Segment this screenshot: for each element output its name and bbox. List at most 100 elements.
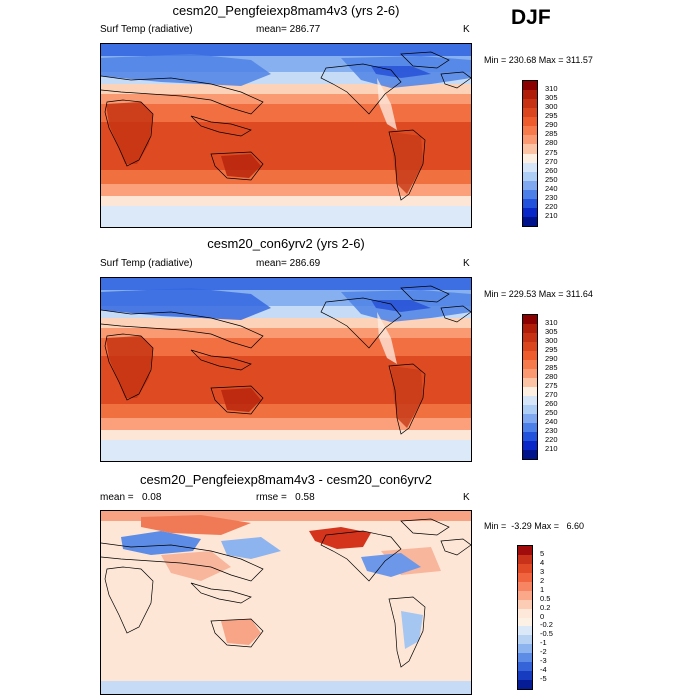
colorbar-tick-label: 240	[545, 183, 558, 193]
colorbar-segment	[523, 90, 537, 100]
colorbar-segment	[518, 662, 532, 672]
colorbar-tick-label: -0.2	[540, 620, 553, 630]
colorbar-tick-label: 210	[545, 444, 558, 453]
colorbar-segment	[523, 360, 537, 369]
colorbar-segment	[523, 126, 537, 136]
colorbar-tick-label: 0.2	[540, 602, 551, 612]
panel-2-colorbar-ticks: 310 305 300 295 290 285 280 275 270 260 250 240 230 2…	[545, 314, 585, 460]
panel-1-mean-label: mean= 286.77	[256, 24, 321, 35]
panel-1-colorbar	[522, 80, 538, 227]
colorbar-segment	[523, 324, 537, 333]
colorbar-segment	[523, 99, 537, 109]
colorbar-segment	[523, 198, 537, 208]
colorbar-tick-label: 250	[545, 174, 558, 184]
panel-1-variable-label: Surf Temp (radiative)	[100, 24, 193, 35]
colorbar-segment	[518, 626, 532, 636]
panel-1-minmax: Min = 230.68 Max = 311.57	[484, 55, 593, 65]
colorbar-tick-label: 280	[545, 372, 558, 381]
colorbar-segment	[523, 423, 537, 432]
colorbar-segment	[518, 599, 532, 609]
panel-2-minmax: Min = 229.53 Max = 311.64	[484, 289, 593, 299]
colorbar-segment	[518, 635, 532, 645]
colorbar-segment	[523, 108, 537, 118]
colorbar-tick-label: 275	[545, 381, 558, 390]
colorbar-segment	[518, 572, 532, 582]
colorbar-segment	[518, 546, 532, 555]
colorbar-segment	[523, 117, 537, 127]
season-label: DJF	[511, 6, 551, 29]
panel-3-title: cesm20_Pengfeiexp8mam4v3 - cesm20_con6yr…	[140, 472, 432, 487]
colorbar-segment	[518, 671, 532, 681]
colorbar-tick-label: 0	[540, 611, 545, 621]
panel-3-units-label: K	[463, 492, 470, 503]
colorbar-segment	[518, 680, 532, 689]
colorbar-tick-label: 310	[545, 318, 558, 327]
colorbar-tick-label: 230	[545, 192, 558, 202]
colorbar-segment	[523, 378, 537, 387]
colorbar-tick-label: 270	[545, 156, 558, 166]
panel-1-colorbar-ticks: 310 305 300 295 290 285 280 275 270 260 250 240 230 2…	[545, 80, 585, 227]
panel-2-title: cesm20_con6yrv2 (yrs 2-6)	[207, 236, 365, 251]
colorbar-segment	[518, 653, 532, 663]
colorbar-tick-label: -0.5	[540, 629, 553, 639]
colorbar-tick-label: 230	[545, 426, 558, 435]
colorbar-tick-label: 260	[545, 165, 558, 175]
colorbar-tick-label: 300	[545, 336, 558, 345]
colorbar-tick-label: 295	[545, 345, 558, 354]
colorbar-segment	[523, 162, 537, 172]
colorbar-tick-label: 270	[545, 390, 558, 399]
colorbar-tick-label: 285	[545, 363, 558, 372]
panel-1-map	[100, 43, 472, 228]
colorbar-tick-label: -2	[540, 647, 547, 657]
colorbar-segment	[518, 554, 532, 564]
colorbar-tick-label: 240	[545, 417, 558, 426]
colorbar-tick-label: 290	[545, 120, 558, 130]
colorbar-tick-label: 220	[545, 435, 558, 444]
colorbar-segment	[523, 153, 537, 163]
colorbar-segment	[523, 180, 537, 190]
panel-2-units-label: K	[463, 258, 470, 269]
colorbar-segment	[523, 333, 537, 342]
colorbar-segment	[523, 405, 537, 414]
panel-3-minmax: Min = -3.29 Max = 6.60	[484, 521, 585, 531]
panel-3-mean-label: mean = 0.08	[100, 492, 162, 503]
colorbar-segment	[523, 171, 537, 181]
colorbar-segment	[523, 396, 537, 405]
colorbar-segment	[523, 351, 537, 360]
colorbar-tick-label: 2	[540, 575, 545, 585]
colorbar-tick-label: -4	[540, 665, 547, 675]
colorbar-tick-label: 5	[540, 548, 545, 558]
colorbar-tick-label: 275	[545, 147, 558, 157]
colorbar-tick-label: 280	[545, 138, 558, 148]
colorbar-segment	[523, 441, 537, 450]
colorbar-tick-label: 210	[545, 210, 558, 220]
colorbar-tick-label: -3	[540, 656, 547, 666]
colorbar-segment	[523, 369, 537, 378]
colorbar-segment	[523, 342, 537, 351]
colorbar-tick-label: 285	[545, 129, 558, 139]
colorbar-segment	[518, 608, 532, 618]
colorbar-tick-label: 4	[540, 557, 545, 567]
colorbar-tick-label: -5	[540, 674, 547, 684]
colorbar-segment	[523, 81, 537, 91]
colorbar-tick-label: 300	[545, 102, 558, 112]
colorbar-segment	[518, 644, 532, 654]
colorbar-segment	[518, 590, 532, 600]
colorbar-tick-label: 1	[540, 584, 545, 594]
colorbar-tick-label: 305	[545, 93, 558, 103]
panel-3-rmse-label: rmse = 0.58	[256, 492, 315, 503]
panel-3-colorbar-ticks: 5 4 3 2 1 0.5 0.2 0 -0.2 -0.5 -1 -2 -3 -4 -5	[540, 545, 580, 690]
colorbar-tick-label: 305	[545, 327, 558, 336]
panel-2-variable-label: Surf Temp (radiative)	[100, 258, 193, 269]
panel-1-title: cesm20_Pengfeiexp8mam4v3 (yrs 2-6)	[172, 3, 400, 18]
panel-3-map	[100, 510, 472, 695]
colorbar-segment	[523, 207, 537, 217]
colorbar-tick-label: 0.5	[540, 593, 551, 603]
colorbar-tick-label: 3	[540, 566, 545, 576]
colorbar-tick-label: 295	[545, 111, 558, 121]
colorbar-segment	[523, 414, 537, 423]
colorbar-tick-label: -1	[540, 638, 547, 648]
colorbar-segment	[518, 617, 532, 627]
colorbar-segment	[523, 315, 537, 324]
panel-2-colorbar	[522, 314, 538, 460]
